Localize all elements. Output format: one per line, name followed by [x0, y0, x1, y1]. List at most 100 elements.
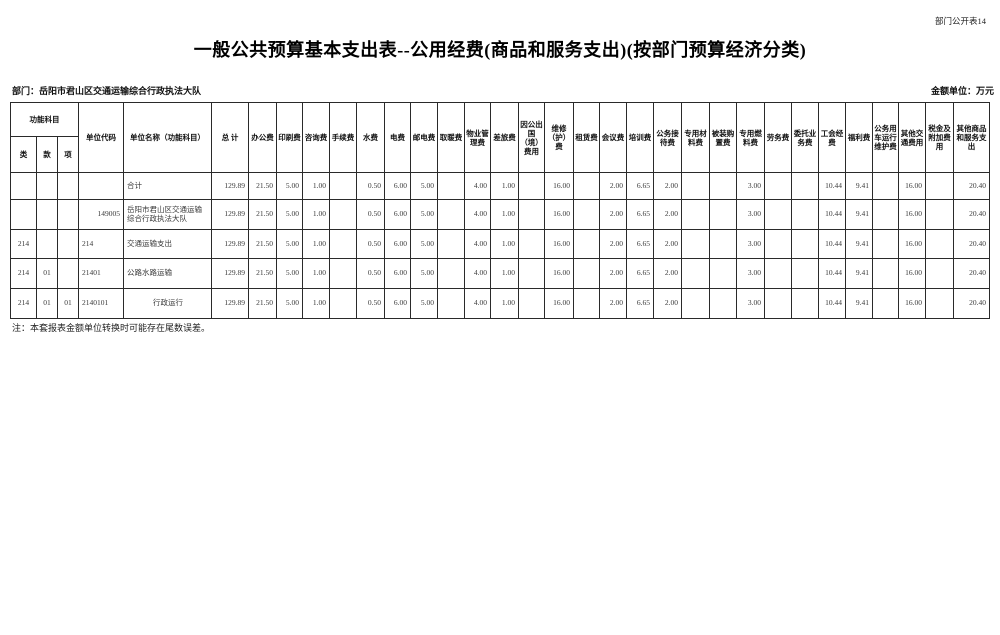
table-cell	[681, 172, 710, 200]
footnote: 注：本套报表金额单位转换时可能存在尾数误差。	[12, 323, 211, 333]
table-cell: 10.44	[818, 229, 846, 259]
table-cell: 1.00	[302, 288, 330, 319]
table-row: 214 214 交通运输支出 129.89 21.50 5.00 1.00 0.50 6.00 5…	[10, 229, 990, 259]
table-cell: 214	[10, 258, 37, 289]
table-cell	[57, 258, 79, 289]
table-cell: 0.50	[356, 172, 385, 200]
table-cell: 0.50	[356, 199, 385, 230]
table-cell: 合计	[123, 172, 212, 200]
table-cell: 16.00	[544, 258, 574, 289]
table-cell: 4.00	[464, 229, 491, 259]
table-cell	[10, 199, 37, 230]
table-cell	[709, 172, 737, 200]
col-item: 项	[57, 136, 79, 173]
table-cell	[10, 172, 37, 200]
table-cell: 01	[57, 288, 79, 319]
table-cell: 16.00	[544, 199, 574, 230]
table-cell	[764, 172, 792, 200]
table-cell	[791, 229, 819, 259]
table-cell	[872, 199, 899, 230]
col-maintenance-fee: 维修（护）费	[544, 102, 574, 173]
table-cell	[573, 199, 600, 230]
table-cell	[791, 288, 819, 319]
table-cell	[57, 229, 79, 259]
table-cell: 3.00	[736, 172, 765, 200]
col-travel-fee: 差旅费	[490, 102, 519, 173]
table-cell: 9.41	[845, 172, 873, 200]
table-cell	[925, 288, 954, 319]
table-cell: 10.44	[818, 172, 846, 200]
table-cell: 1.00	[302, 258, 330, 289]
table-cell: 9.41	[845, 199, 873, 230]
table-cell: 6.65	[626, 229, 654, 259]
table-cell: 5.00	[410, 258, 438, 289]
table-cell: 岳阳市君山区交通运输综合行政执法大队	[123, 199, 212, 230]
table-row: 合计 129.89 21.50 5.00 1.00 0.50 6.00 5.00 4.00 1.0…	[10, 172, 990, 200]
table-cell: 5.00	[276, 229, 303, 259]
table-cell: 1.00	[490, 258, 519, 289]
table-cell: 214	[10, 288, 37, 319]
table-cell	[329, 229, 357, 259]
table-cell: 4.00	[464, 288, 491, 319]
table-cell	[872, 258, 899, 289]
table-cell: 214	[78, 229, 124, 259]
col-union-funds: 工会经费	[818, 102, 846, 173]
col-other-goods-services: 其他商品和服务支出	[953, 102, 990, 173]
col-special-fuel-fee: 专用燃料费	[736, 102, 765, 173]
col-printing-fee: 印刷费	[276, 102, 303, 173]
table-cell	[681, 258, 710, 289]
table-cell	[681, 199, 710, 230]
table-cell: 2.00	[599, 229, 627, 259]
table-cell: 16.00	[544, 172, 574, 200]
table-cell: 214	[10, 229, 37, 259]
table-cell	[925, 199, 954, 230]
table-cell: 129.89	[211, 258, 249, 289]
table-cell: 1.00	[490, 172, 519, 200]
table-cell: 5.00	[276, 199, 303, 230]
table-cell: 6.65	[626, 258, 654, 289]
table-cell: 5.00	[410, 229, 438, 259]
table-cell: 6.00	[384, 229, 411, 259]
table-cell	[764, 229, 792, 259]
form-number-label: 部门公开表14	[934, 16, 986, 26]
table-cell	[573, 229, 600, 259]
table-row: 214 01 01 2140101 行政运行 129.89 21.50 5.00 1.00 0.5…	[10, 288, 990, 319]
department-label: 部门：岳阳市君山区交通运输综合行政执法大队	[12, 86, 202, 96]
table-cell: 129.89	[211, 229, 249, 259]
table-cell	[518, 258, 545, 289]
col-training-fee: 培训费	[626, 102, 654, 173]
table-cell: 2.00	[653, 288, 682, 319]
col-handling-fee: 手续费	[329, 102, 357, 173]
table-cell: 1.00	[302, 229, 330, 259]
table-cell	[437, 288, 465, 319]
table-cell: 6.65	[626, 288, 654, 319]
table-cell: 0.50	[356, 229, 385, 259]
table-cell: 1.00	[302, 199, 330, 230]
col-welfare-fee: 福利费	[845, 102, 873, 173]
table-cell	[518, 199, 545, 230]
col-heating-fee: 取暖费	[437, 102, 465, 173]
table-cell	[329, 288, 357, 319]
table-cell: 9.41	[845, 229, 873, 259]
amount-unit-label: 金额单位：万元	[930, 86, 994, 96]
col-total: 总 计	[211, 102, 249, 173]
table-cell	[518, 229, 545, 259]
budget-table: 功能科目 单位代码 单位名称（功能科目） 总 计 办公费 印刷费 咨询费 手续费…	[10, 102, 990, 319]
col-abroad-fee: 因公出国（境）费用	[518, 102, 545, 173]
table-cell	[709, 288, 737, 319]
table-cell: 21.50	[248, 172, 277, 200]
col-office-fee: 办公费	[248, 102, 277, 173]
table-cell: 0.50	[356, 258, 385, 289]
table-cell: 3.00	[736, 229, 765, 259]
table-cell: 21.50	[248, 258, 277, 289]
table-cell: 10.44	[818, 199, 846, 230]
col-uniform-purchase-fee: 被装购置费	[709, 102, 737, 173]
table-cell	[518, 288, 545, 319]
table-cell: 20.40	[953, 199, 990, 230]
table-cell: 4.00	[464, 258, 491, 289]
table-cell: 16.00	[898, 229, 926, 259]
table-cell	[872, 288, 899, 319]
col-electricity-fee: 电费	[384, 102, 411, 173]
table-cell	[437, 172, 465, 200]
table-cell	[437, 229, 465, 259]
